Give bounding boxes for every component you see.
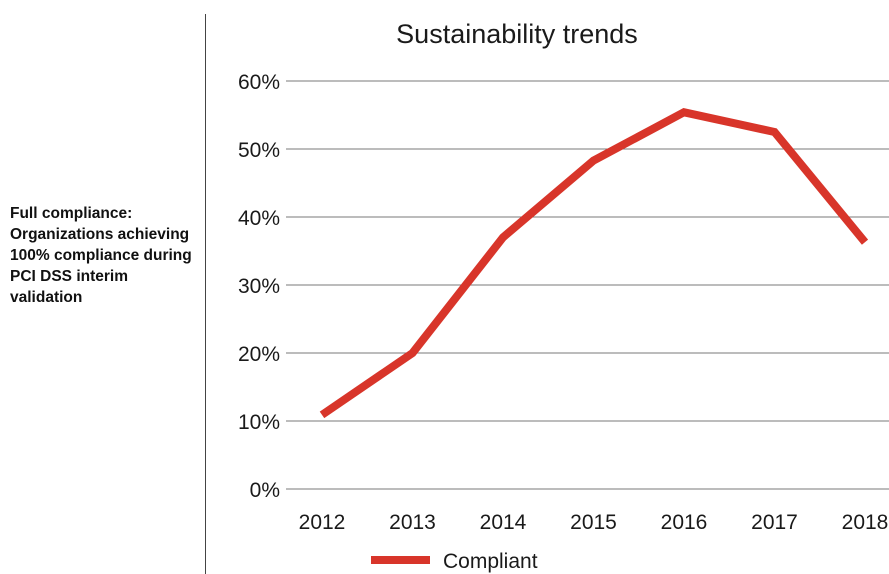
x-tick-label: 2013 [389,511,436,534]
series-layer [319,108,869,419]
x-tick-label: 2015 [570,511,617,534]
x-tick-label: 2014 [480,511,527,534]
chart-title: Sustainability trends [396,19,638,49]
y-tick-label: 60% [238,71,280,94]
y-tick-label: 40% [238,207,280,230]
grid [286,80,889,490]
y-tick-label: 10% [238,411,280,434]
legend: Compliant [371,550,538,573]
x-tick-label: 2017 [751,511,798,534]
side-label: Full compliance: Organizations achieving… [10,205,192,306]
series-line [319,108,869,419]
x-tick-label: 2016 [661,511,708,534]
y-tick-label: 0% [250,479,280,502]
y-tick-label: 50% [238,139,280,162]
x-axis-ticks: 2012 2013 2014 2015 2016 2017 2018 [299,511,889,534]
y-tick-label: 20% [238,343,280,366]
y-axis-ticks: 0% 10% 20% 30% 40% 50% 60% [238,71,280,502]
x-tick-label: 2018 [842,511,889,534]
x-tick-label: 2012 [299,511,346,534]
legend-label: Compliant [443,550,538,573]
y-tick-label: 30% [238,275,280,298]
divider [205,14,206,574]
